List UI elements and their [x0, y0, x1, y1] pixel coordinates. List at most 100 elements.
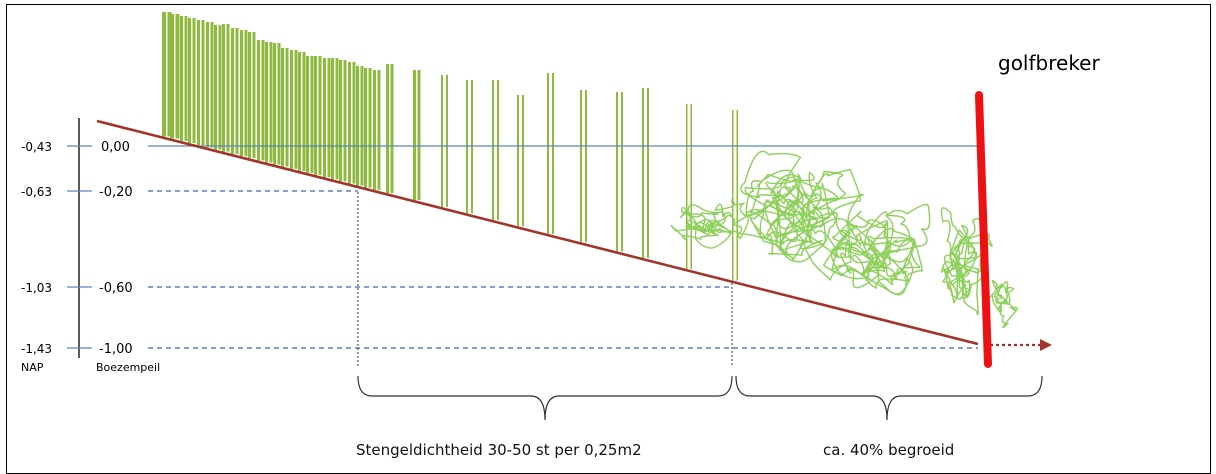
reed-stem	[343, 60, 347, 182]
reed-stem	[364, 68, 367, 188]
vegetation-loop	[942, 258, 971, 299]
reed-stem	[642, 88, 644, 258]
reed-stem	[197, 20, 200, 146]
reed-stem	[446, 75, 448, 208]
reed-stem	[373, 70, 376, 190]
reed-stem	[352, 62, 356, 184]
vegetation-loop	[863, 211, 911, 247]
reed-stem	[413, 70, 416, 200]
reed-stem	[517, 95, 519, 227]
boezem-level-3: -0,60	[99, 281, 133, 296]
vegetation-loop	[993, 285, 1015, 305]
reed-stem	[580, 90, 582, 243]
reed-stem	[214, 25, 217, 150]
reed-stem	[360, 66, 364, 186]
vegetation-loop	[765, 218, 823, 256]
vegetation-loop	[708, 214, 743, 234]
vegetation-loop	[749, 172, 802, 217]
reed-stem	[327, 58, 331, 178]
reed-stem	[192, 18, 196, 144]
reed-stem	[331, 58, 334, 180]
reed-stem	[281, 48, 284, 167]
reed-stem	[522, 95, 524, 227]
diagram-canvas: golfbreker -0,43 -0,63 -1,03 -1,43 NAP 0…	[21, 12, 1100, 459]
reed-stem	[184, 16, 188, 142]
vegetation-loop	[750, 189, 805, 243]
reed-stem	[277, 43, 281, 165]
reed-stem	[218, 25, 222, 150]
vegetation-loop	[772, 199, 818, 261]
reed-stem	[686, 104, 688, 270]
brace-left	[357, 375, 733, 421]
vegetation-loop	[823, 246, 879, 289]
reed-stem	[736, 110, 738, 281]
vegetation-loop	[744, 176, 804, 220]
reed-stem	[732, 110, 734, 281]
reed-stem	[466, 80, 468, 214]
reed-stem	[310, 56, 314, 173]
reed-stem	[585, 90, 587, 243]
nap-level-4: -1,43	[21, 342, 52, 356]
reed-stem	[265, 42, 268, 163]
reed-stem	[294, 50, 298, 169]
reed-stem	[471, 80, 473, 214]
reed-stem	[222, 24, 225, 152]
nap-level-3: -1,03	[21, 281, 52, 295]
reed-stem	[390, 64, 394, 194]
reed-stem	[318, 56, 322, 175]
vegetation-loop	[830, 242, 874, 282]
reed-stem	[368, 68, 372, 188]
reed-stem	[386, 64, 389, 194]
reed-stem	[244, 30, 248, 157]
reed-stem	[261, 40, 265, 161]
boezem-level-2: -0,20	[99, 185, 133, 200]
reed-stem	[348, 62, 351, 184]
vegetation-loop	[832, 210, 889, 268]
reed-stem	[248, 32, 251, 159]
golfbreker-wall	[975, 91, 992, 368]
vegetation-loop	[737, 204, 798, 245]
reed-stem	[647, 88, 649, 258]
reed-stem	[240, 30, 243, 157]
vegetation-loop	[877, 239, 916, 281]
reed-stem	[188, 18, 191, 144]
reed-stem	[302, 52, 306, 171]
reed-stem	[690, 104, 692, 270]
reed-stem	[257, 40, 260, 161]
reed-stem	[175, 14, 180, 139]
tangled-vegetation	[670, 150, 1018, 329]
reed-stem	[552, 73, 554, 234]
slope-line	[96, 119, 979, 346]
reed-stem	[547, 73, 549, 234]
reed-stem	[206, 22, 209, 148]
arrow-head-icon	[1040, 339, 1052, 351]
reed-stem	[210, 22, 214, 148]
vegetation-loop	[884, 203, 931, 252]
nap-level-2: -0,63	[21, 185, 52, 199]
reed-stem	[314, 56, 317, 175]
reed-stem	[377, 70, 381, 190]
reed-stem	[201, 20, 205, 146]
reed-stem	[231, 28, 234, 154]
vegetation-loop	[866, 256, 914, 295]
nap-level-1: -0,43	[21, 140, 52, 154]
reed-stem	[323, 58, 326, 178]
reed-stem	[417, 70, 421, 200]
reed-stem	[167, 12, 172, 137]
reed-stems	[162, 12, 738, 281]
caption-coverage: ca. 40% begroeid	[823, 441, 954, 459]
nap-axis-label: NAP	[21, 361, 44, 374]
reed-stem	[180, 16, 183, 142]
vegetation-loop	[770, 174, 840, 230]
reed-stem	[290, 50, 293, 169]
vegetation-loop	[763, 184, 824, 242]
reed-stem	[339, 60, 342, 182]
reed-stem	[273, 43, 276, 165]
vegetation-loop	[694, 221, 731, 249]
reed-stem	[492, 80, 494, 220]
boezem-level-1: 0,00	[101, 140, 130, 155]
reed-stem	[298, 52, 301, 171]
vegetation-loop	[685, 221, 734, 236]
vegetation-loop	[840, 242, 886, 275]
reed-stem	[162, 12, 166, 137]
